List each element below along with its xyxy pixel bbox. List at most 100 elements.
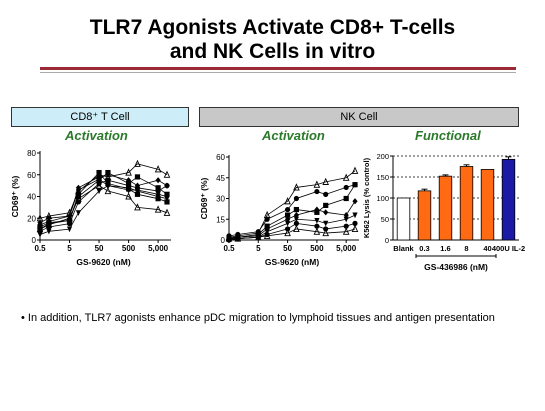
data-point — [66, 226, 73, 233]
series-line — [228, 170, 356, 238]
data-point — [104, 186, 112, 195]
series-line — [228, 184, 356, 237]
x-tick-label: 0.3 — [419, 244, 429, 253]
series-line — [39, 185, 168, 230]
data-point — [284, 197, 291, 205]
x-tick-label: 400U IL-2 — [492, 244, 525, 253]
data-point — [155, 185, 161, 191]
data-point — [46, 228, 52, 235]
data-point — [45, 220, 53, 228]
bar — [480, 169, 495, 241]
data-point — [95, 181, 103, 189]
data-point — [105, 182, 111, 189]
x-tick-label: 500 — [310, 244, 324, 253]
data-point — [163, 170, 171, 178]
x-tick-label: Blank — [393, 244, 414, 253]
data-point — [293, 216, 300, 223]
data-point — [234, 234, 242, 242]
title-rule-thin — [40, 72, 516, 73]
data-point — [293, 195, 300, 202]
data-point — [125, 168, 132, 176]
data-point — [105, 171, 111, 178]
data-point — [314, 188, 320, 195]
data-point — [164, 193, 170, 200]
x-tick-label: 0.5 — [223, 244, 235, 253]
y-tick-label: 50 — [381, 215, 389, 224]
data-point — [352, 198, 358, 205]
y-tick-label: 100 — [376, 194, 389, 203]
data-point — [75, 194, 82, 202]
bar — [417, 190, 432, 241]
data-point — [254, 233, 262, 241]
x-tick-label: 5,000 — [336, 244, 357, 253]
data-point — [284, 212, 291, 218]
data-point — [36, 224, 44, 233]
data-point — [314, 218, 320, 224]
data-point — [323, 209, 329, 216]
data-point — [293, 206, 300, 213]
data-point — [66, 212, 73, 220]
data-point — [96, 188, 102, 195]
series-line — [229, 201, 356, 238]
x-tick-label: 5 — [256, 244, 261, 253]
cd8-panel-header: CD8⁺ T Cell — [11, 107, 189, 127]
y-tick-label: 200 — [376, 152, 389, 161]
data-point — [352, 220, 358, 226]
y-tick-label: 0 — [221, 236, 226, 245]
data-point — [125, 186, 132, 194]
x-axis-label: GS-436986 (nM) — [424, 262, 488, 272]
data-point — [164, 199, 170, 205]
y-tick-label: 150 — [376, 173, 389, 182]
data-point — [313, 180, 321, 188]
data-point — [134, 186, 141, 194]
data-point — [66, 214, 73, 222]
data-point — [264, 216, 270, 222]
data-point — [154, 205, 162, 213]
data-point — [313, 227, 321, 235]
data-point — [322, 177, 330, 185]
data-point — [96, 169, 102, 176]
data-point — [323, 191, 329, 197]
nk-activation-subtitle: Activation — [262, 128, 325, 143]
slide-title-line2: and NK Cells in vitro — [169, 40, 376, 63]
data-point — [293, 224, 300, 232]
data-point — [342, 173, 350, 181]
data-point — [314, 223, 320, 229]
data-point — [263, 231, 271, 239]
data-point — [75, 210, 82, 216]
data-point — [351, 166, 359, 174]
x-tick-label: 0.5 — [34, 244, 46, 253]
data-point — [293, 183, 300, 191]
data-point — [75, 191, 82, 197]
series-line — [39, 174, 168, 226]
data-point — [37, 231, 43, 238]
x-axis-label: GS-9620 (nM) — [265, 257, 319, 267]
data-point — [323, 220, 329, 227]
series-line — [39, 172, 168, 230]
bar — [438, 175, 453, 241]
y-tick-label: 20 — [27, 214, 36, 223]
nk-panel-header: NK Cell — [199, 107, 519, 127]
data-point — [134, 191, 141, 197]
x-tick-label: 5,000 — [148, 244, 169, 253]
y-tick-label: 80 — [27, 149, 36, 158]
bar — [396, 197, 411, 241]
data-point — [343, 195, 349, 202]
data-point — [155, 188, 161, 194]
x-axis-label: GS-9620 (nM) — [76, 257, 130, 267]
data-point — [125, 177, 132, 184]
y-tick-label: 0 — [385, 236, 389, 245]
data-point — [163, 208, 171, 216]
data-point — [134, 159, 141, 167]
bar — [501, 158, 516, 241]
data-point — [134, 203, 141, 211]
y-tick-label: 45 — [216, 174, 225, 183]
data-point — [155, 177, 161, 184]
data-point — [284, 228, 291, 237]
data-point — [342, 227, 350, 235]
y-tick-label: 40 — [27, 193, 36, 202]
y-tick-label: 60 — [27, 171, 36, 180]
